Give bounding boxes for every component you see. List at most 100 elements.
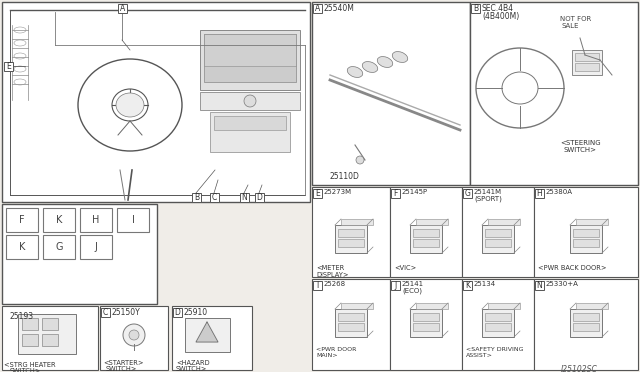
Text: J: J <box>394 281 397 290</box>
Bar <box>313 4 322 13</box>
Bar <box>573 229 599 237</box>
Text: E: E <box>315 189 320 198</box>
Text: <STARTER>: <STARTER> <box>103 360 143 366</box>
Bar <box>570 225 602 253</box>
Text: <SAFETY DRIVING
ASSIST>: <SAFETY DRIVING ASSIST> <box>466 347 524 358</box>
Bar <box>200 30 300 90</box>
Bar <box>573 239 599 247</box>
Text: 25150Y: 25150Y <box>112 308 141 317</box>
Circle shape <box>356 156 364 164</box>
Polygon shape <box>196 322 218 342</box>
Text: 25141M
(SPORT): 25141M (SPORT) <box>474 189 502 202</box>
Text: H: H <box>92 215 100 225</box>
Bar <box>335 309 367 337</box>
Bar <box>204 34 296 66</box>
Bar <box>391 189 400 198</box>
Text: 25141
(ECO): 25141 (ECO) <box>402 281 424 295</box>
Text: SWITCH>: SWITCH> <box>176 366 207 372</box>
Bar <box>192 193 201 202</box>
Text: N: N <box>242 193 248 202</box>
Text: E: E <box>6 62 11 71</box>
Text: 25330+A: 25330+A <box>546 281 579 287</box>
Bar <box>255 193 264 202</box>
Bar <box>312 2 470 185</box>
Bar <box>204 34 296 82</box>
Text: I: I <box>132 215 134 225</box>
Text: F: F <box>394 189 397 198</box>
Text: G: G <box>55 242 63 252</box>
Text: J25102SC: J25102SC <box>560 365 597 372</box>
Bar <box>413 229 439 237</box>
Bar <box>341 219 373 225</box>
Bar <box>341 303 373 309</box>
Bar <box>80 208 112 232</box>
Ellipse shape <box>362 61 378 73</box>
Bar <box>312 279 390 370</box>
Bar <box>42 334 58 346</box>
Ellipse shape <box>378 57 393 67</box>
Bar <box>390 279 462 370</box>
Text: 25110D: 25110D <box>330 172 360 181</box>
Bar <box>172 306 252 370</box>
Text: <STEERING: <STEERING <box>560 140 600 146</box>
Bar <box>210 193 219 202</box>
Bar <box>22 318 38 330</box>
Text: G: G <box>465 189 470 198</box>
Bar <box>485 323 511 331</box>
Bar <box>18 314 76 354</box>
Text: SEC.4B4: SEC.4B4 <box>482 4 514 13</box>
Bar <box>200 92 300 110</box>
Bar <box>2 2 310 202</box>
Bar <box>22 334 38 346</box>
Text: D: D <box>257 193 262 202</box>
Text: (4B400M): (4B400M) <box>482 12 519 21</box>
Bar <box>312 187 390 277</box>
Text: F: F <box>19 215 25 225</box>
Bar <box>470 2 638 185</box>
Text: B: B <box>473 4 478 13</box>
Ellipse shape <box>116 93 144 117</box>
Bar <box>117 208 149 232</box>
Text: <PWR DOOR
MAIN>: <PWR DOOR MAIN> <box>316 347 356 358</box>
Bar <box>390 187 462 277</box>
Bar <box>573 313 599 321</box>
Bar <box>2 306 98 370</box>
Bar <box>575 63 599 71</box>
Bar <box>338 313 364 321</box>
Text: J: J <box>95 242 97 252</box>
Bar <box>313 281 322 290</box>
Bar <box>471 4 480 13</box>
Bar <box>482 309 514 337</box>
Text: 25273M: 25273M <box>324 189 352 195</box>
Bar <box>413 239 439 247</box>
Bar <box>573 323 599 331</box>
Text: 25910: 25910 <box>184 308 208 317</box>
Text: SWITCH>: SWITCH> <box>106 366 138 372</box>
Text: NOT FOR: NOT FOR <box>560 16 591 22</box>
Bar <box>462 187 534 277</box>
Text: SWITCH>: SWITCH> <box>10 368 42 372</box>
Text: K: K <box>465 281 470 290</box>
Text: 25380A: 25380A <box>546 189 573 195</box>
Bar <box>338 239 364 247</box>
Bar <box>463 281 472 290</box>
Text: 25540M: 25540M <box>324 4 355 13</box>
Bar <box>240 193 249 202</box>
Bar <box>100 306 168 370</box>
Text: SALE: SALE <box>562 23 579 29</box>
Bar <box>485 313 511 321</box>
Bar <box>43 235 75 259</box>
Text: C: C <box>212 193 217 202</box>
Text: H: H <box>536 189 542 198</box>
Bar <box>575 53 599 61</box>
Bar <box>101 308 110 317</box>
Text: 25268: 25268 <box>324 281 346 287</box>
Bar <box>313 189 322 198</box>
Bar <box>410 309 442 337</box>
Bar <box>534 279 638 370</box>
Bar <box>535 281 544 290</box>
Bar <box>2 204 157 304</box>
Bar <box>391 281 400 290</box>
Bar <box>80 235 112 259</box>
Bar <box>576 303 608 309</box>
